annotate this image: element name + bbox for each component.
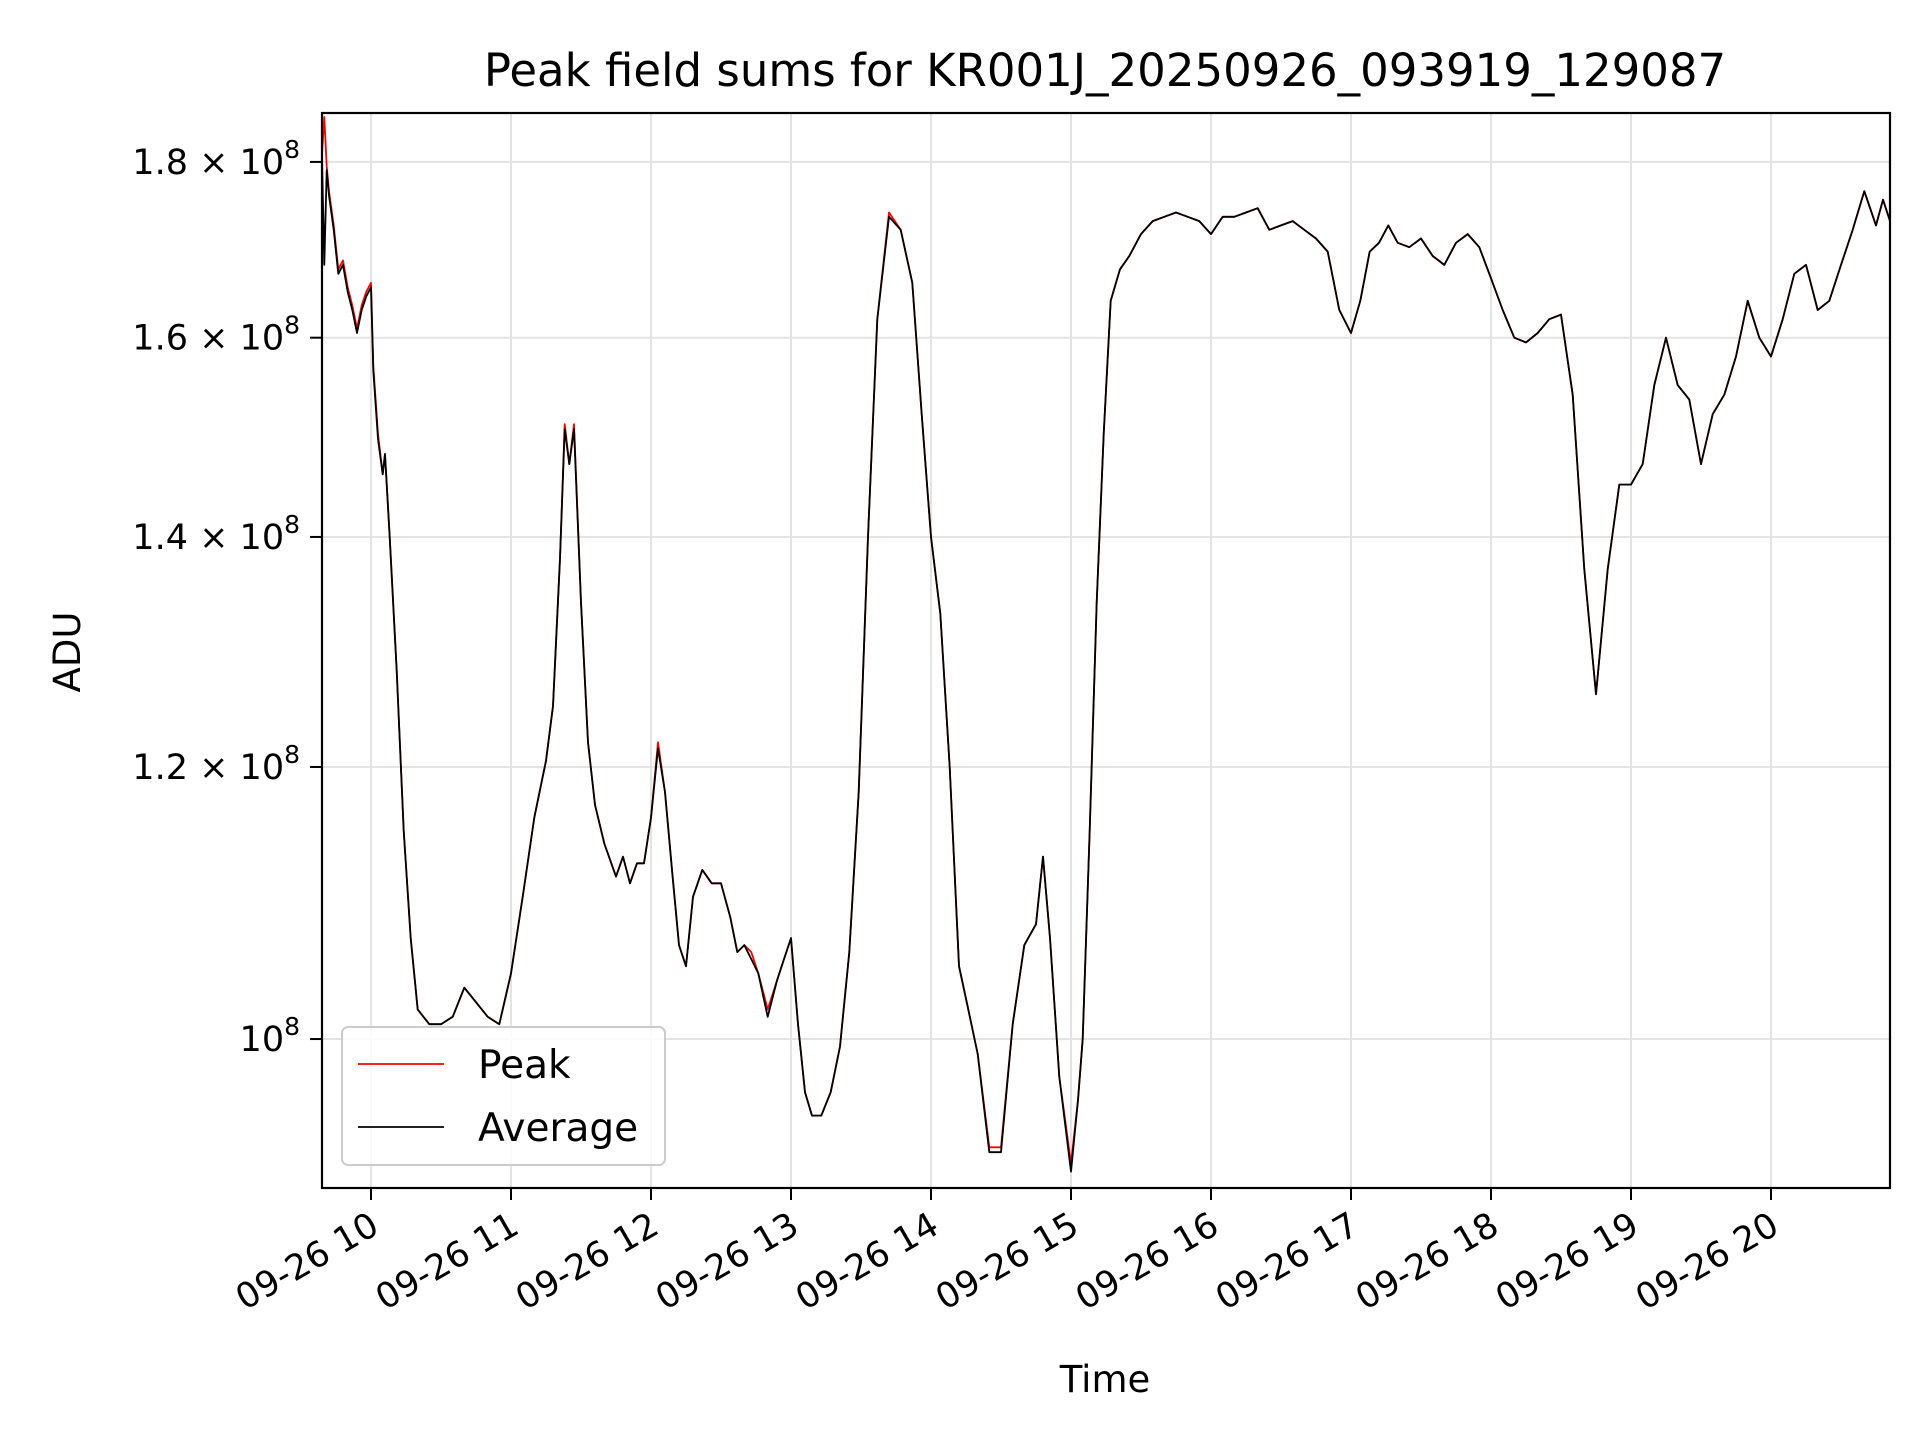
y-tick-exponent: 8 [284, 1012, 300, 1041]
y-tick-times: × 10 [188, 143, 284, 183]
series-average-line [321, 157, 1891, 1173]
y-tick-base: 10 [240, 1020, 285, 1060]
legend-label-peak: Peak [478, 1043, 571, 1088]
y-tick-label: 108 [240, 1012, 300, 1060]
y-tick-times: × 10 [188, 748, 284, 788]
y-tick-mantissa: 1.2 [132, 748, 188, 788]
x-axis-label: Time [1059, 1358, 1151, 1401]
grid [322, 113, 1890, 1188]
y-tick-label: 1.2 × 108 [132, 740, 300, 788]
y-tick-exponent: 8 [284, 311, 300, 340]
y-tick-mantissa: 1.8 [132, 143, 188, 183]
y-tick-mantissa: 1.6 [132, 319, 188, 359]
y-tick-mantissa: 1.4 [132, 518, 188, 558]
plot-area-frame [320, 111, 1892, 1190]
y-tick-exponent: 8 [284, 135, 300, 164]
series-layer [321, 116, 1891, 1173]
y-tick-label: 1.4 × 108 [132, 510, 300, 558]
y-tick-label: 1.6 × 108 [132, 311, 300, 359]
legend-label-average: Average [478, 1106, 638, 1151]
legend: Peak Average [341, 1026, 666, 1166]
y-axis-label: ADU [46, 612, 89, 693]
y-tick-times: × 10 [188, 518, 284, 558]
y-tick-times: × 10 [188, 319, 284, 359]
y-tick-exponent: 8 [284, 740, 300, 769]
legend-box [341, 1026, 666, 1166]
y-tick-exponent: 8 [284, 510, 300, 539]
y-tick-label: 1.8 × 108 [132, 135, 300, 183]
chart-title: Peak field sums for KR001J_20250926_0939… [484, 44, 1726, 97]
